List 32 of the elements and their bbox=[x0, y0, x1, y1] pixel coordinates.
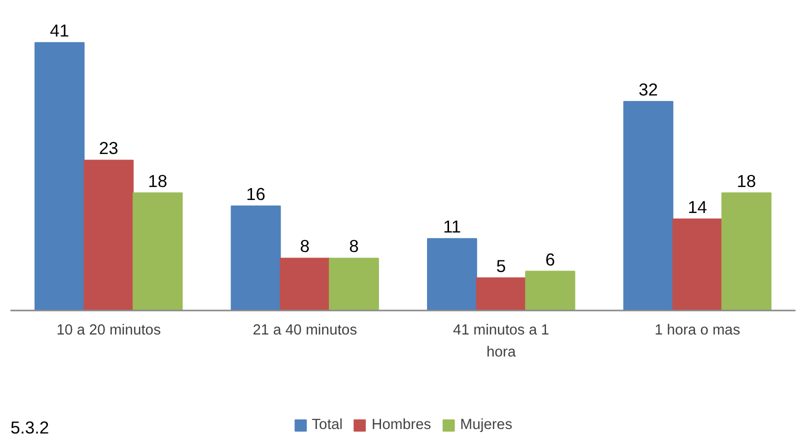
bar bbox=[721, 192, 772, 311]
data-label: 18 bbox=[736, 170, 756, 191]
bar bbox=[328, 258, 379, 311]
text: 5.3.2 bbox=[10, 418, 50, 438]
data-label: 14 bbox=[688, 197, 708, 218]
bar bbox=[34, 42, 85, 311]
bar bbox=[280, 258, 330, 311]
legend-label: Total bbox=[312, 417, 343, 433]
bar bbox=[525, 270, 576, 311]
bar bbox=[230, 205, 281, 311]
data-label: 6 bbox=[545, 249, 556, 270]
data-label: 23 bbox=[98, 138, 118, 158]
bar bbox=[132, 192, 183, 311]
bar bbox=[476, 277, 526, 311]
data-label: 8 bbox=[300, 236, 310, 256]
legend-label: Hombres bbox=[372, 417, 432, 433]
legend-label: Mujeres bbox=[460, 417, 512, 433]
bar bbox=[427, 238, 478, 311]
x-tick-label: 21 a 40 minutos bbox=[252, 322, 358, 338]
x-tick-label: 1 hora o mas bbox=[654, 322, 740, 338]
bar bbox=[623, 100, 674, 311]
data-label: 41 bbox=[50, 20, 70, 41]
data-label: 32 bbox=[638, 79, 658, 100]
data-label: 18 bbox=[148, 170, 168, 191]
data-label: 8 bbox=[349, 236, 359, 256]
bar bbox=[84, 160, 134, 311]
bar bbox=[672, 218, 722, 311]
data-label: 11 bbox=[443, 216, 462, 237]
x-tick-label: 41 minutos a 1 hora bbox=[453, 322, 550, 360]
data-label: 5 bbox=[496, 256, 506, 276]
data-label: 16 bbox=[246, 184, 266, 204]
x-tick-label: 10 a 20 minutos bbox=[56, 322, 161, 338]
